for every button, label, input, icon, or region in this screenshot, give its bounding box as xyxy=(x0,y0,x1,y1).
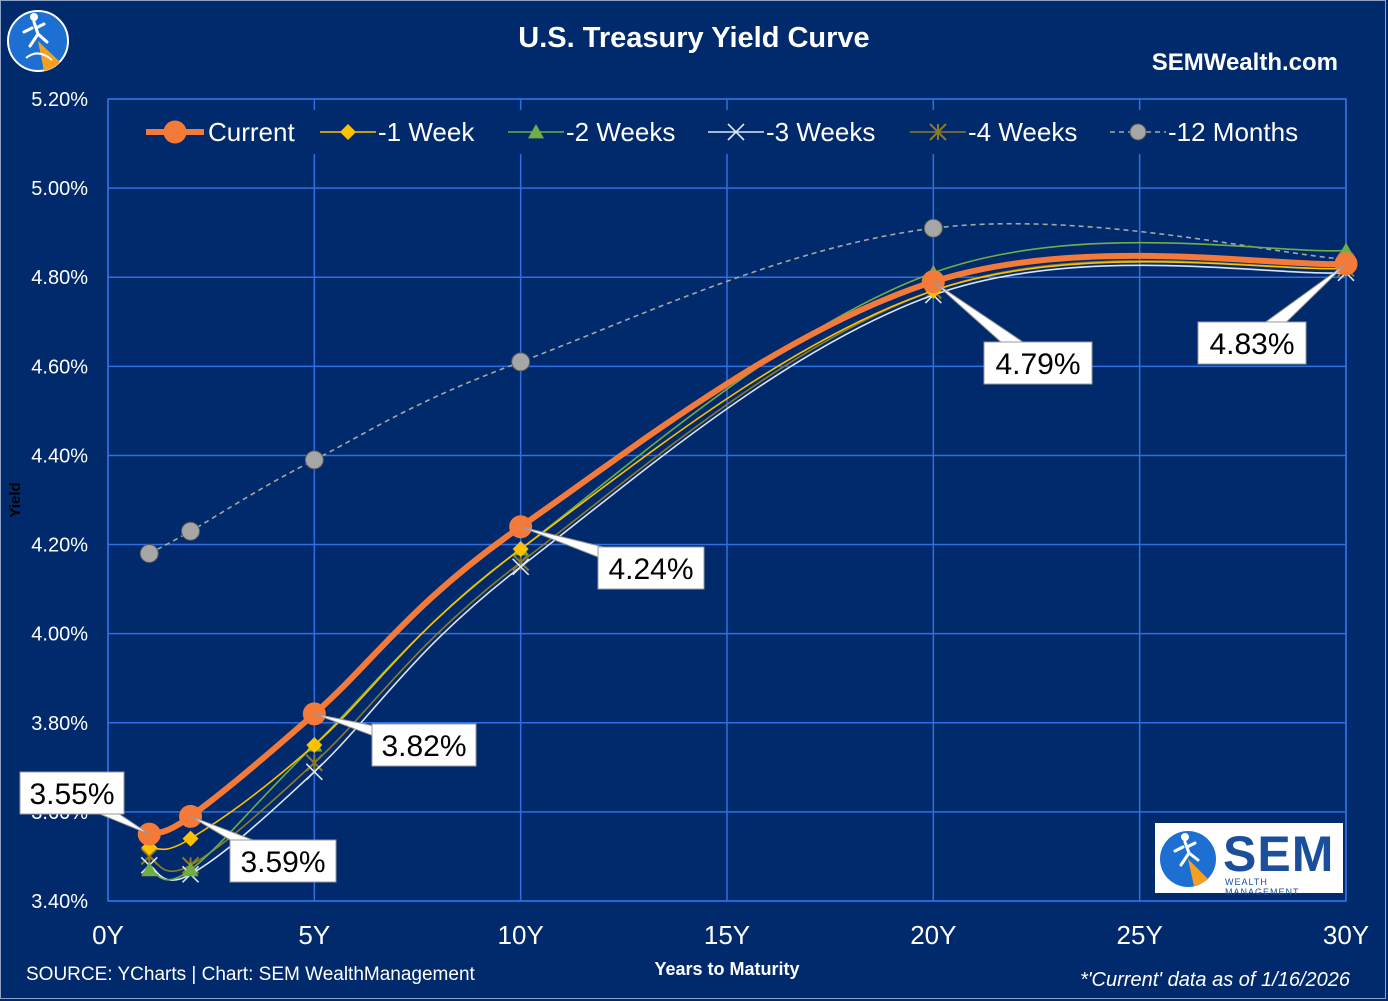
y-tick-label: 4.00% xyxy=(31,624,88,646)
legend-item: -1 Week xyxy=(320,117,475,147)
x-tick-label: 15Y xyxy=(704,920,750,950)
y-tick-label: 4.20% xyxy=(31,535,88,557)
data-label: 4.79% xyxy=(995,348,1080,381)
y-tick-label: 4.60% xyxy=(31,356,88,378)
data-label: 4.24% xyxy=(608,553,693,586)
legend-item: Current xyxy=(146,117,295,147)
data-point xyxy=(511,352,531,372)
legend-item: -12 Months xyxy=(1110,117,1298,147)
y-tick-label: 4.40% xyxy=(31,445,88,467)
legend-item: -4 Weeks xyxy=(910,117,1077,147)
data-point xyxy=(305,754,324,772)
legend-label: -12 Months xyxy=(1168,117,1298,147)
data-label-callout: 3.55% xyxy=(19,771,150,835)
chart-title: U.S. Treasury Yield Curve xyxy=(518,22,869,54)
legend-label: -2 Weeks xyxy=(566,117,675,147)
legend: Current -1 Week -2 Weeks -3 Weeks -4 Weeks -1… xyxy=(120,110,1335,154)
x-tick-label: 30Y xyxy=(1323,920,1369,950)
series-layer xyxy=(137,218,1358,883)
grid-layer: 3.40%3.60%3.80%4.00%4.20%4.40%4.60%4.80%… xyxy=(31,89,1369,950)
x-axis-title: Years to Maturity xyxy=(654,959,799,979)
sem-logo-box: SEM WEALTH MANAGEMENT xyxy=(1155,823,1343,897)
series-4 xyxy=(140,259,1355,875)
series-2 xyxy=(141,241,1354,881)
sem-logo-subtext: WEALTH MANAGEMENT xyxy=(1225,877,1300,897)
callout-layer: 3.55% 3.59% 3.82% 4.24% 4.79% 4.83% xyxy=(19,263,1347,883)
x-tick-label: 5Y xyxy=(298,920,330,950)
legend-item: -3 Weeks xyxy=(708,117,875,147)
series-3 xyxy=(140,264,1355,883)
x-tick-label: 10Y xyxy=(498,920,544,950)
legend-marker xyxy=(340,124,356,140)
sem-runner-logo-icon xyxy=(7,10,69,72)
data-label-callout: 4.83% xyxy=(1197,263,1347,365)
legend-marker xyxy=(1129,123,1147,141)
x-tick-label: 0Y xyxy=(92,920,124,950)
data-label: 3.82% xyxy=(381,730,466,763)
y-tick-label: 3.40% xyxy=(31,891,88,913)
data-label-callout: 4.79% xyxy=(933,281,1093,385)
data-point xyxy=(304,450,324,470)
legend-label: -3 Weeks xyxy=(766,117,875,147)
data-point xyxy=(923,218,943,238)
legend-label: -4 Weeks xyxy=(968,117,1077,147)
data-label: 3.59% xyxy=(240,846,325,879)
data-point xyxy=(181,521,201,541)
data-point xyxy=(512,541,529,558)
legend-label: -1 Week xyxy=(378,117,475,147)
data-point xyxy=(305,763,323,781)
website-label: SEMWealth.com xyxy=(1152,49,1338,76)
series-line xyxy=(148,260,1347,873)
x-tick-label: 25Y xyxy=(1117,920,1163,950)
y-tick-label: 3.80% xyxy=(31,713,88,735)
legend-marker xyxy=(528,124,544,139)
sem-runner-logo-icon xyxy=(1160,831,1216,887)
data-point xyxy=(182,861,199,877)
data-label-callout: 3.82% xyxy=(314,713,477,767)
y-axis-title: Yield xyxy=(7,482,24,517)
series-line xyxy=(148,264,1347,881)
data-label: 4.83% xyxy=(1209,328,1294,361)
legend-marker xyxy=(929,123,947,141)
legend-marker xyxy=(727,123,745,141)
data-label-callout: 4.24% xyxy=(520,526,705,590)
data-label-callout: 3.59% xyxy=(190,815,337,883)
y-tick-label: 4.80% xyxy=(31,267,88,289)
legend-item: -2 Weeks xyxy=(508,117,675,147)
data-label: 3.55% xyxy=(29,778,114,811)
series-line xyxy=(148,222,1347,555)
series-1 xyxy=(141,260,1354,856)
series-line xyxy=(148,252,1347,838)
sem-logo-text: SEM xyxy=(1223,826,1335,882)
series-line xyxy=(149,241,1347,881)
y-tick-label: 5.20% xyxy=(31,89,88,111)
legend-marker xyxy=(163,120,187,144)
data-point xyxy=(139,543,159,563)
y-tick-label: 5.00% xyxy=(31,178,88,200)
data-point xyxy=(306,737,323,754)
series-line xyxy=(149,261,1347,851)
data-point xyxy=(182,830,199,847)
source-note: SOURCE: YCharts | Chart: SEM WealthManag… xyxy=(26,964,476,985)
x-tick-label: 20Y xyxy=(910,920,956,950)
data-date-note: *'Current' data as of 1/16/2026 xyxy=(1080,969,1351,991)
data-point xyxy=(512,558,530,576)
legend-label: Current xyxy=(208,117,295,147)
data-point xyxy=(141,861,158,877)
